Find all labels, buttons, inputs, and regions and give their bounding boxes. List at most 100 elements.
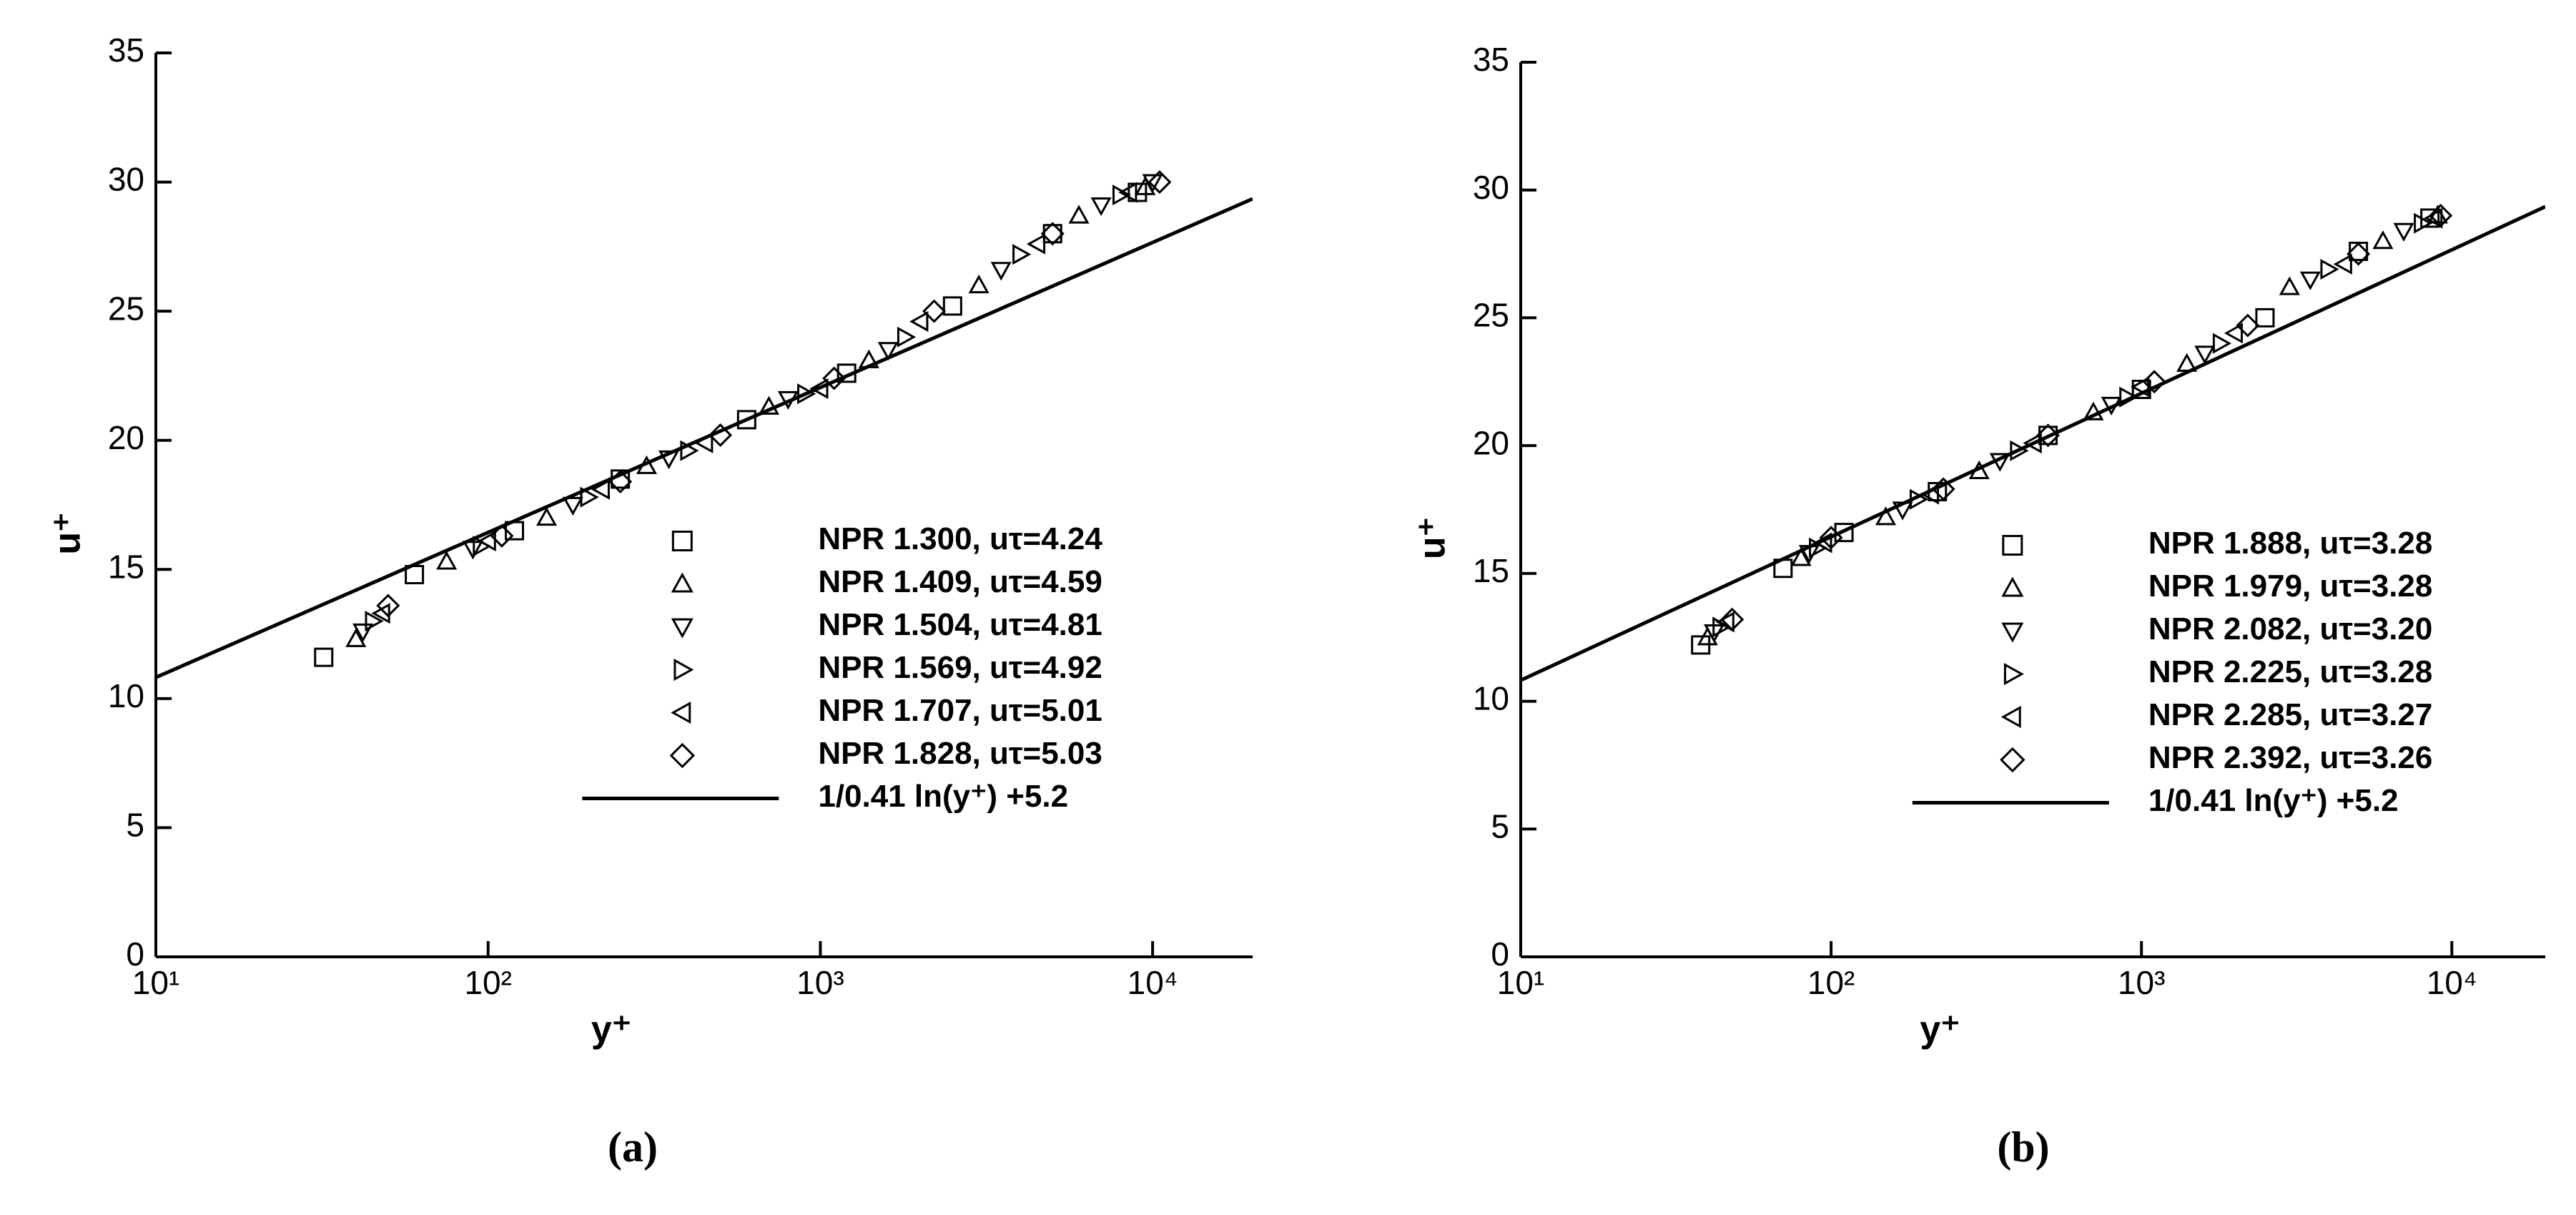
data-point — [2236, 313, 2260, 338]
data-point — [909, 311, 929, 333]
legend-label: NPR 2.285, uτ=3.27 — [2148, 697, 2433, 732]
data-point — [1875, 506, 1897, 526]
legend-marker — [671, 702, 691, 724]
fit-line — [156, 197, 1253, 679]
y-tick-label: 25 — [108, 290, 144, 327]
data-point — [2224, 323, 2243, 344]
legend-marker — [671, 618, 694, 639]
data-point — [2414, 212, 2433, 234]
legend-marker — [673, 659, 694, 682]
data-point — [436, 551, 458, 570]
x-tick-label: 10¹ — [132, 964, 179, 1001]
data-point — [922, 299, 947, 323]
data-point — [2023, 433, 2042, 454]
y-axis-label: u⁺ — [47, 512, 89, 554]
data-point — [490, 523, 514, 548]
data-point — [2393, 222, 2414, 242]
data-point — [345, 628, 367, 647]
data-point — [1931, 477, 1955, 501]
data-point — [897, 326, 917, 348]
x-tick-label: 10² — [464, 964, 511, 1001]
data-point — [2279, 276, 2300, 295]
data-point — [809, 378, 829, 400]
data-point — [658, 450, 680, 470]
data-point — [365, 610, 384, 632]
x-axis-label: y⁺ — [591, 1009, 631, 1051]
legend-label: NPR 1.300, uτ=4.24 — [818, 521, 1102, 556]
x-tick-label: 10⁴ — [2427, 964, 2477, 1001]
y-tick-label: 30 — [108, 161, 144, 198]
x-tick-label: 10³ — [796, 964, 844, 1001]
data-point — [1068, 205, 1090, 224]
data-point — [2372, 230, 2394, 250]
data-point — [1040, 222, 1065, 246]
data-point — [1720, 607, 1745, 631]
legend-label: NPR 2.082, uτ=3.20 — [2148, 611, 2433, 646]
data-point — [2083, 401, 2104, 420]
y-tick-label: 0 — [126, 935, 144, 973]
x-tick-label: 10⁴ — [1127, 964, 1178, 1001]
caption: (a) — [608, 1123, 658, 1171]
legend-marker — [671, 531, 693, 552]
data-point — [877, 342, 899, 361]
data-point — [477, 531, 496, 552]
data-point — [837, 363, 857, 383]
legend-marker — [2001, 576, 2024, 597]
legend-label: NPR 2.225, uτ=3.28 — [2148, 654, 2433, 689]
y-tick-label: 20 — [108, 419, 144, 456]
y-tick-label: 35 — [108, 31, 144, 69]
data-point — [708, 423, 733, 448]
data-point — [314, 647, 334, 667]
chart: 0 5 10 15 20 25 30 35 10¹ 10² 10³ 10⁴ y⁺ u⁺ NPR 1.300,… — [47, 31, 1253, 1171]
data-point — [1112, 185, 1132, 206]
data-point — [1118, 182, 1138, 203]
legend-label: NPR 1.979, uτ=3.28 — [2148, 569, 2433, 604]
data-point — [2299, 271, 2321, 290]
data-point — [562, 496, 583, 516]
data-point — [2424, 207, 2443, 229]
data-point — [580, 486, 599, 508]
data-point — [1042, 224, 1062, 244]
data-point — [2420, 208, 2440, 228]
data-point — [1773, 559, 1793, 579]
data-point — [504, 521, 524, 541]
data-point — [2212, 333, 2232, 354]
data-point — [1148, 170, 1172, 195]
x-tick-label: 10¹ — [1497, 964, 1544, 1001]
data-point — [1012, 244, 1032, 265]
data-point — [352, 623, 374, 643]
legend-marker — [669, 742, 696, 769]
data-point — [1142, 174, 1163, 193]
data-point — [2010, 440, 2029, 461]
x-tick-label: 10² — [1807, 964, 1855, 1001]
legend-label: NPR 1.888, uτ=3.28 — [2148, 526, 2433, 561]
data-point — [2346, 242, 2371, 266]
x-axis-label: y⁺ — [1920, 1009, 1960, 1051]
legend-marker — [2002, 535, 2023, 556]
chart: 0 5 10 15 20 25 30 35 10¹ 10² 10³ 10⁴ y⁺ u⁺ NPR 1.888,… — [1412, 41, 2545, 1171]
data-point — [2255, 308, 2275, 328]
data-point — [1026, 233, 1046, 255]
y-tick-label: 10 — [108, 677, 144, 714]
y-tick-label: 25 — [1473, 297, 1509, 334]
y-axis-label: u⁺ — [1412, 517, 1454, 559]
caption: (b) — [1997, 1123, 2049, 1171]
data-point — [2142, 370, 2166, 394]
legend-label: 1/0.41 ln(y⁺) +5.2 — [818, 779, 1068, 814]
y-tick-label: 20 — [1473, 424, 1509, 461]
legend-marker — [671, 572, 694, 593]
data-point — [758, 395, 779, 415]
data-point — [2429, 203, 2453, 227]
data-point — [1790, 547, 1812, 566]
data-point — [536, 506, 558, 526]
y-tick-label: 15 — [1473, 552, 1509, 589]
data-point — [2333, 253, 2352, 275]
data-point — [2194, 345, 2216, 365]
y-tick-label: 35 — [1473, 41, 1509, 78]
legend-label: NPR 1.409, uτ=4.59 — [818, 564, 1102, 599]
x-tick-label: 10³ — [2118, 964, 2165, 1001]
data-point — [822, 366, 847, 390]
data-point — [797, 383, 816, 405]
data-point — [2320, 258, 2339, 280]
